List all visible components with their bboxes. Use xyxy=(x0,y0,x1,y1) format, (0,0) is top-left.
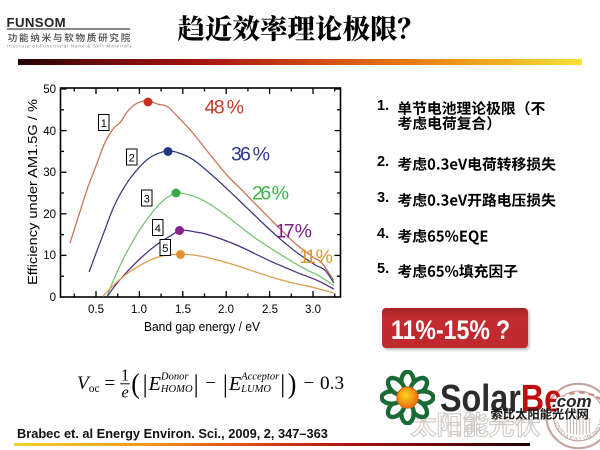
svg-text:11 %: 11 % xyxy=(299,246,333,268)
svg-text:3: 3 xyxy=(144,194,150,206)
svg-text:26 %: 26 % xyxy=(252,183,289,205)
svg-text:Band gap energy / eV: Band gap energy / eV xyxy=(144,319,260,334)
svg-text:30: 30 xyxy=(43,167,56,179)
svg-text:5: 5 xyxy=(162,243,168,255)
svg-text:2.5: 2.5 xyxy=(262,304,278,316)
svg-text:1: 1 xyxy=(101,118,107,130)
svg-text:2.0: 2.0 xyxy=(218,304,234,316)
svg-text:20: 20 xyxy=(43,209,56,221)
svg-text:40: 40 xyxy=(43,126,56,138)
svg-text:2: 2 xyxy=(129,153,135,165)
svg-text:0: 0 xyxy=(50,292,56,304)
svg-text:36 %: 36 % xyxy=(231,144,270,166)
svg-text:50: 50 xyxy=(43,84,56,96)
svg-text:Efficiency under AM1.5G / %: Efficiency under AM1.5G / % xyxy=(25,99,40,285)
svg-text:4: 4 xyxy=(155,223,161,235)
svg-text:48 %: 48 % xyxy=(205,97,245,119)
svg-text:3.0: 3.0 xyxy=(305,304,321,316)
svg-text:1.5: 1.5 xyxy=(175,304,191,316)
svg-text:10: 10 xyxy=(43,250,56,262)
svg-text:17 %: 17 % xyxy=(276,221,313,243)
svg-text:0.5: 0.5 xyxy=(88,304,104,316)
svg-text:1.0: 1.0 xyxy=(131,304,147,316)
